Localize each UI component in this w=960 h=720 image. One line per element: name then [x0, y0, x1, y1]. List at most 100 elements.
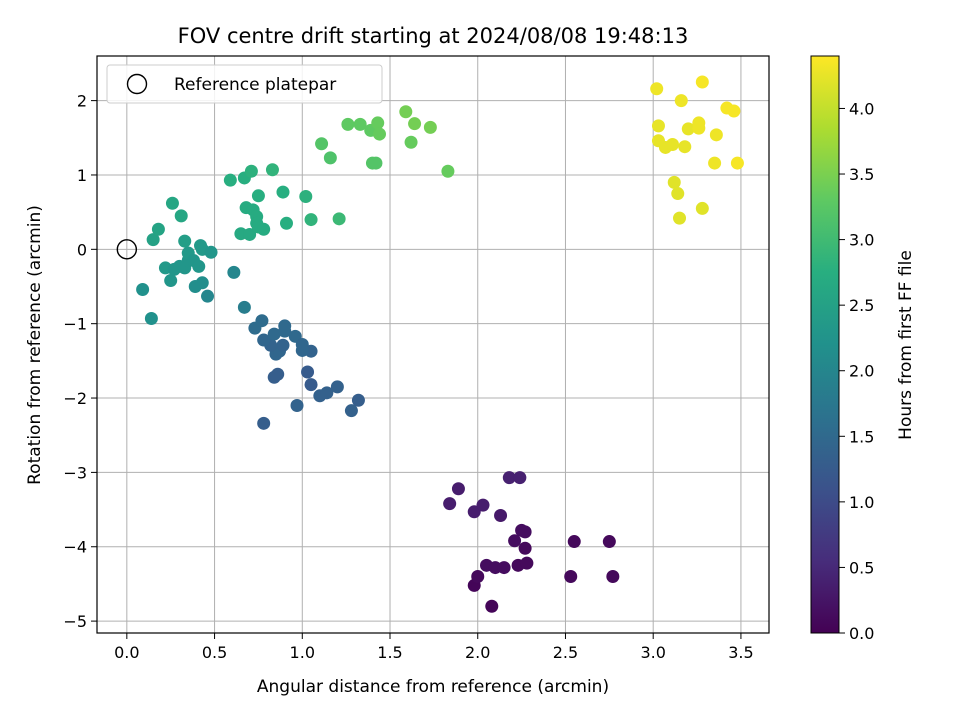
data-point — [315, 137, 329, 151]
y-tick-label: −3 — [63, 463, 87, 482]
data-point — [651, 119, 665, 133]
y-axis-ticks: 2 1 0 −1 −2 −3 −4 −5 — [63, 92, 97, 631]
x-tick-label: 2.5 — [553, 643, 578, 662]
x-tick-label: 2.0 — [465, 643, 490, 662]
data-point — [290, 398, 304, 412]
data-point — [567, 535, 581, 549]
colorbar-gradient — [810, 55, 840, 634]
data-point — [371, 116, 385, 130]
data-point — [471, 569, 485, 583]
data-point — [299, 190, 313, 204]
data-point — [144, 311, 158, 325]
data-point — [423, 120, 437, 134]
data-point — [257, 416, 271, 430]
colorbar-tick-label: 2.5 — [849, 296, 874, 315]
data-point — [692, 116, 706, 130]
y-tick-label: −1 — [63, 315, 87, 334]
data-point — [174, 209, 188, 223]
data-point — [730, 156, 744, 170]
data-point — [485, 599, 499, 613]
data-point — [301, 365, 315, 379]
data-point — [650, 82, 664, 96]
data-point — [136, 282, 150, 296]
data-point — [695, 75, 709, 89]
data-point — [244, 164, 258, 178]
data-point — [678, 140, 692, 154]
colorbar-tick-label: 1.0 — [849, 493, 874, 512]
data-point — [192, 259, 206, 273]
reference-platepar-marker — [116, 239, 138, 260]
legend: Reference platepar — [106, 64, 383, 104]
colorbar-tick-label: 2.0 — [849, 362, 874, 381]
data-point — [255, 314, 269, 328]
data-point — [227, 265, 241, 279]
data-point — [508, 534, 522, 548]
data-point — [276, 185, 290, 199]
data-point — [518, 525, 532, 539]
y-tick-label: −5 — [63, 612, 87, 631]
colorbar-tick-label: 0.5 — [849, 558, 874, 577]
x-tick-label: 1.5 — [377, 643, 402, 662]
data-point — [708, 156, 722, 170]
y-axis-label: Rotation from reference (arcmin) — [25, 205, 45, 485]
data-point — [278, 319, 292, 333]
data-point — [257, 222, 271, 236]
colorbar: 0.0 0.5 1.0 1.5 2.0 2.5 3.0 3.5 4.0 Hours from f… — [810, 55, 916, 643]
y-tick-label: 0 — [77, 240, 87, 259]
data-point — [237, 300, 251, 314]
y-tick-label: 2 — [77, 92, 87, 111]
data-point — [665, 137, 679, 151]
data-point — [344, 404, 358, 418]
data-point — [674, 94, 688, 108]
x-tick-label: 0.5 — [202, 643, 227, 662]
legend-marker — [126, 73, 148, 95]
colorbar-tick-label: 1.5 — [849, 427, 874, 446]
data-point — [441, 164, 455, 178]
data-point — [399, 105, 413, 119]
data-point — [243, 227, 257, 241]
data-point — [408, 117, 422, 131]
colorbar-tick-label: 0.0 — [849, 624, 874, 643]
data-point — [443, 497, 457, 511]
data-point — [223, 173, 237, 187]
data-point — [671, 187, 685, 201]
data-point — [276, 338, 290, 352]
data-point — [513, 471, 527, 485]
data-point — [257, 333, 271, 347]
data-point — [323, 151, 337, 165]
data-point — [727, 104, 741, 118]
data-point — [709, 128, 723, 142]
data-point — [467, 505, 481, 519]
data-point — [673, 211, 687, 225]
data-point — [681, 122, 695, 136]
y-tick-label: 1 — [77, 166, 87, 185]
data-point — [404, 135, 418, 149]
data-point — [606, 569, 620, 583]
x-tick-label: 3.0 — [640, 643, 665, 662]
x-axis-label: Angular distance from reference (arcmin) — [257, 677, 609, 697]
data-point — [279, 216, 293, 230]
data-point — [564, 569, 578, 583]
data-point — [201, 289, 215, 303]
data-point — [195, 276, 209, 290]
data-point — [602, 535, 616, 549]
plot-area — [96, 55, 770, 634]
colorbar-label: Hours from first FF file — [896, 250, 916, 440]
data-point — [351, 393, 365, 407]
data-point — [330, 380, 344, 394]
legend-box — [106, 64, 383, 104]
data-point — [151, 222, 165, 236]
data-point — [369, 156, 383, 170]
x-tick-label: 1.0 — [290, 643, 315, 662]
data-point — [372, 127, 386, 141]
data-point — [265, 163, 279, 177]
data-point — [146, 233, 160, 247]
data-point — [251, 189, 265, 203]
data-point — [502, 471, 516, 485]
data-point — [178, 234, 192, 248]
data-point — [332, 212, 346, 226]
x-axis-ticks: 0.0 0.5 1.0 1.5 2.0 2.5 3.0 3.5 — [114, 633, 754, 662]
colorbar-ticks: 0.0 0.5 1.0 1.5 2.0 2.5 3.0 3.5 4.0 — [839, 99, 874, 643]
data-point — [304, 378, 318, 392]
